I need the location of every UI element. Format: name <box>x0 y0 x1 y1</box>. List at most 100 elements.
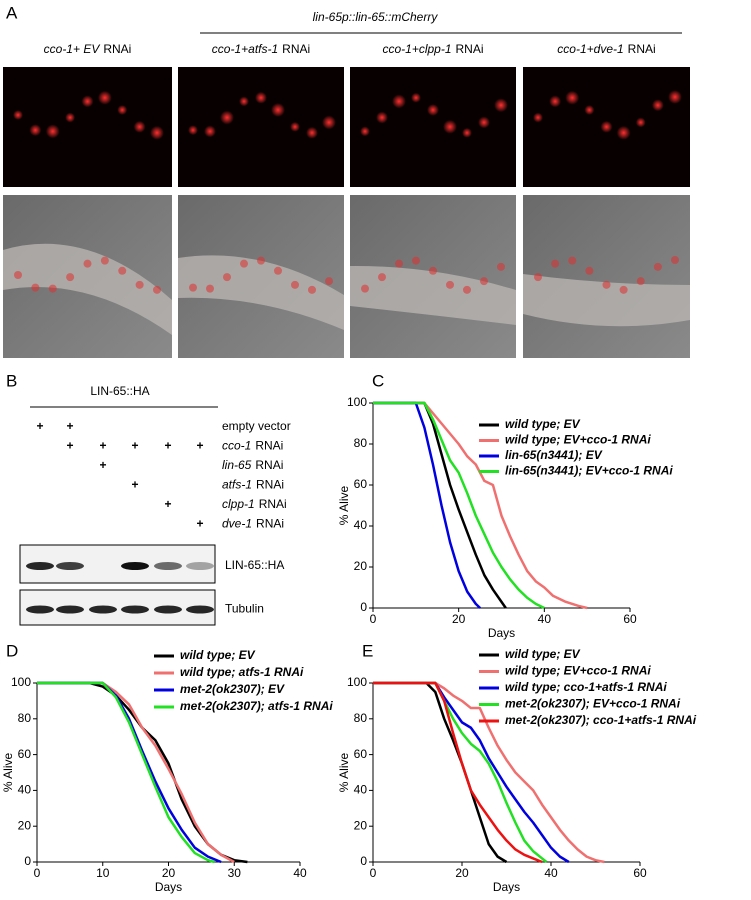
column-label: cco-1+atfs-1 RNAi <box>212 42 310 56</box>
survival-curve <box>373 681 570 864</box>
band <box>56 605 84 614</box>
red-nucleus <box>189 283 197 292</box>
red-nucleus <box>497 262 505 271</box>
suffix: RNAi <box>255 439 283 453</box>
fluorescence-image <box>350 67 516 187</box>
legend-label: met-2(ok2307); EV <box>180 682 285 696</box>
x-tick-label: 0 <box>34 866 41 880</box>
x-axis-title: Days <box>155 880 182 894</box>
y-tick-label: 80 <box>354 711 368 725</box>
y-tick-label: 20 <box>18 818 32 832</box>
red-nucleus <box>206 284 214 293</box>
red-nucleus <box>83 259 92 268</box>
red-nucleus <box>133 120 146 133</box>
y-tick-label: 80 <box>354 436 368 450</box>
x-tick-label: 20 <box>455 866 469 880</box>
gene: cco-1+clpp-1 <box>382 42 451 56</box>
red-nucleus <box>135 280 144 289</box>
suffix: RNAi <box>628 42 656 56</box>
red-nucleus <box>204 125 216 138</box>
red-nucleus <box>619 285 628 294</box>
y-tick-label: 20 <box>354 559 368 573</box>
suffix: RNAi <box>259 497 287 511</box>
red-nucleus <box>290 121 300 132</box>
fluorescence-image <box>178 67 344 187</box>
worm-body <box>350 265 516 325</box>
suffix: RNAi <box>282 42 310 56</box>
suffix: RNAi <box>255 458 283 472</box>
y-tick-label: 60 <box>354 477 368 491</box>
band <box>56 562 84 570</box>
red-nucleus <box>600 120 613 133</box>
legend-label: wild type; atfs-1 RNAi <box>180 665 304 679</box>
plus-mark: + <box>196 439 203 453</box>
strain-label: LIN-65::HA <box>90 384 149 398</box>
red-nucleus <box>636 277 645 286</box>
suffix: RNAi <box>456 42 484 56</box>
legend-label: lin-65(n3441); EV+cco-1 RNAi <box>505 464 673 478</box>
worm-body <box>178 255 344 330</box>
survival-curve <box>373 401 545 610</box>
red-nucleus <box>153 285 161 294</box>
plus-mark: + <box>196 517 203 531</box>
blot-label: Tubulin <box>225 602 264 616</box>
legend-label: wild type; EV <box>180 648 256 662</box>
y-tick-label: 100 <box>11 675 31 689</box>
plus-mark: + <box>131 439 138 453</box>
worm-body <box>3 243 172 335</box>
y-axis-title: % Alive <box>337 753 351 793</box>
plus-mark: + <box>131 478 138 492</box>
red-nucleus <box>118 266 127 275</box>
plus-mark: + <box>66 439 73 453</box>
red-nucleus <box>376 111 388 124</box>
condition-label: lin-65 RNAi <box>222 458 283 472</box>
red-nucleus <box>150 125 164 140</box>
red-nucleus <box>81 95 94 108</box>
red-nucleus <box>427 103 439 116</box>
legend-label: wild type; cco-1+atfs-1 RNAi <box>505 680 667 694</box>
red-nucleus <box>478 116 490 129</box>
red-nucleus <box>568 256 577 265</box>
x-tick-label: 0 <box>370 866 377 880</box>
column-label: cco-1+dve-1 RNAi <box>557 42 655 56</box>
red-nucleus <box>322 115 336 130</box>
x-tick-label: 40 <box>538 612 552 626</box>
red-nucleus <box>392 94 406 109</box>
red-nucleus <box>443 119 457 134</box>
plus-mark: + <box>99 439 106 453</box>
legend-label: met-2(ok2307); atfs-1 RNAi <box>180 699 333 713</box>
x-tick-label: 20 <box>452 612 466 626</box>
red-nucleus <box>223 273 231 282</box>
gene: atfs-1 <box>222 478 252 492</box>
red-nucleus <box>239 96 249 107</box>
y-tick-label: 20 <box>354 818 368 832</box>
panel-label: A <box>6 3 18 22</box>
plus-mark: + <box>99 458 106 472</box>
red-nucleus <box>534 273 542 282</box>
dic-image <box>523 195 690 358</box>
y-tick-label: 0 <box>360 854 367 868</box>
band <box>154 562 182 570</box>
band <box>26 562 54 570</box>
red-nucleus <box>220 110 234 125</box>
x-tick-label: 20 <box>162 866 176 880</box>
gene: cco-1+ EV <box>44 42 101 56</box>
y-tick-label: 100 <box>347 675 367 689</box>
gene: clpp-1 <box>222 497 255 511</box>
gene: cco-1+dve-1 <box>557 42 623 56</box>
plus-mark: + <box>164 439 171 453</box>
red-nucleus <box>13 110 23 120</box>
blot-label: LIN-65::HA <box>225 558 284 572</box>
gene: cco-1 <box>222 439 251 453</box>
red-nucleus <box>462 127 472 138</box>
red-nucleus <box>117 104 128 115</box>
red-nucleus <box>360 126 370 137</box>
gene: lin-65 <box>222 458 252 472</box>
red-nucleus <box>378 273 386 282</box>
band <box>121 605 149 614</box>
y-tick-label: 60 <box>18 747 32 761</box>
red-nucleus <box>257 256 265 265</box>
red-nucleus <box>188 125 198 136</box>
red-nucleus <box>533 112 543 123</box>
red-nucleus <box>308 285 316 294</box>
